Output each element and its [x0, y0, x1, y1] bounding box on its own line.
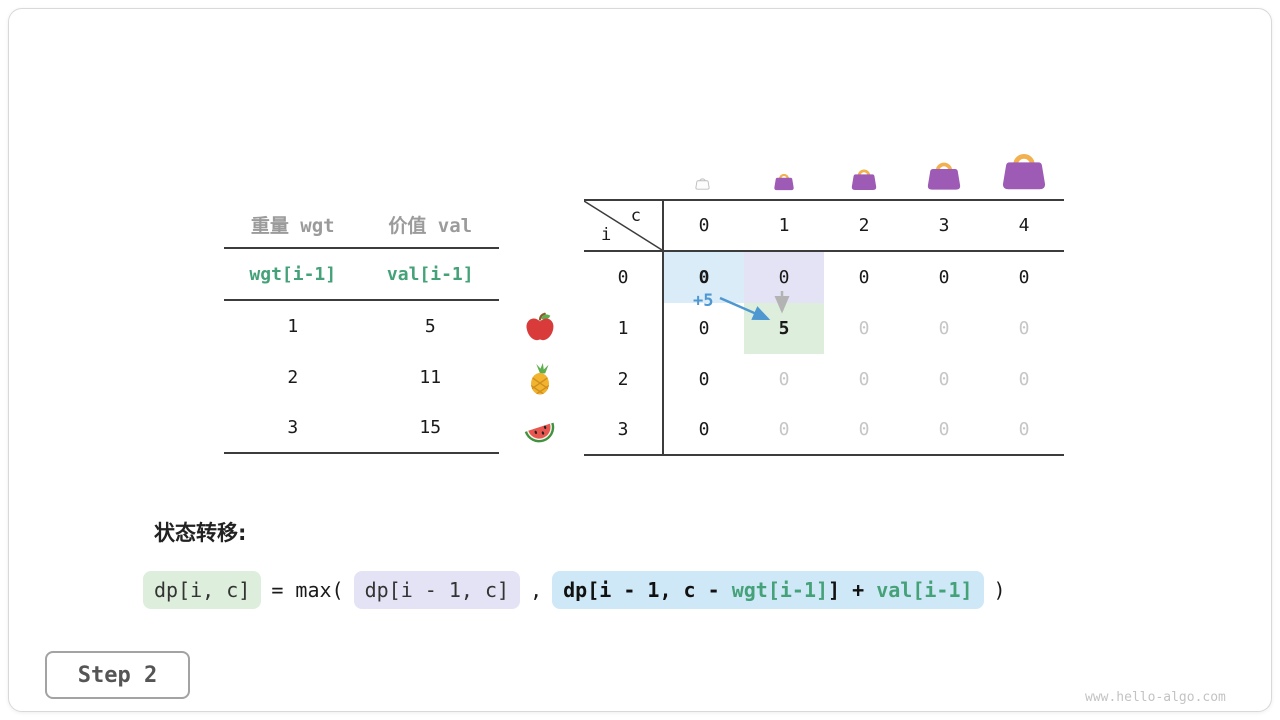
pineapple-icon: [523, 362, 557, 396]
row-header-1: 1: [584, 303, 664, 354]
formula-arg2-chip: dp[i - 1, c - wgt[i-1]] + val[i-1]: [552, 571, 984, 609]
col-header-0: 0: [664, 199, 744, 252]
val-variable-label: val[i-1]: [386, 263, 474, 285]
row-axis-label: i: [601, 225, 612, 245]
item-row-1: 1 5: [224, 301, 499, 352]
formula-lhs-chip: dp[i, c]: [143, 571, 262, 609]
dp-cell-1-2: 0: [858, 318, 870, 339]
item-row-2: 2 11: [224, 352, 499, 403]
col-header-3: 3: [904, 199, 984, 252]
item-3-weight: 3: [287, 417, 299, 438]
dp-cell-1-1: 5: [744, 303, 824, 354]
row-header-0: 0: [584, 252, 664, 303]
watermelon-icon: [523, 413, 557, 447]
bag-icon-capacity-2: [850, 166, 878, 191]
col-header-1: 1: [744, 199, 824, 252]
arg2-plus-part: ] +: [828, 578, 877, 602]
dp-cell-3-4: 0: [984, 405, 1064, 456]
dp-cell-2-2: 0: [858, 369, 870, 390]
item-row-3: 3 15: [224, 403, 499, 454]
dp-cell-0-1: 0: [744, 252, 824, 303]
step-badge: Step 2: [45, 651, 190, 699]
col-header-2: 2: [824, 199, 904, 252]
col-axis-label: c: [630, 206, 641, 226]
row-header-2: 2: [584, 354, 664, 405]
item-3-value: 15: [419, 417, 442, 438]
dp-cell-0-3: 0: [938, 267, 950, 288]
dp-cell-3-3: 0: [904, 405, 984, 456]
bag-icon-capacity-3: [925, 158, 963, 191]
formula-arg1-chip: dp[i - 1, c]: [353, 571, 521, 609]
dp-corner-cell: c i: [584, 199, 664, 252]
bag-icon-capacity-1: [773, 171, 795, 191]
dp-cell-1-4: 0: [1018, 318, 1030, 339]
dp-cell-2-1: 0: [778, 369, 790, 390]
dp-table: c i 0 1 2 3 4 0 0 0 0 0 0 1 0 5 0 0 0 2 …: [584, 199, 1064, 456]
state-transition-formula: dp[i, c] = max( dp[i - 1, c] , dp[i - 1,…: [143, 569, 1016, 611]
formula-equals-max: = max(: [271, 578, 344, 602]
plus-value-annotation: +5: [693, 291, 714, 311]
dp-cell-0-2: 0: [858, 267, 870, 288]
items-table-variable-row: wgt[i-1] val[i-1]: [224, 249, 499, 301]
dp-cell-3-1: 0: [744, 405, 824, 456]
item-2-weight: 2: [287, 367, 299, 388]
watermark: www.hello-algo.com: [1085, 690, 1226, 705]
dp-cell-1-0: 0: [698, 318, 710, 339]
dp-cell-2-0: 0: [698, 369, 710, 390]
transition-section-label: 状态转移:: [154, 521, 247, 545]
col-header-4: 4: [984, 199, 1064, 252]
diagram-card: 重量 wgt 价值 val wgt[i-1] val[i-1] 1 5 2 11…: [8, 8, 1272, 712]
formula-close-paren: ): [993, 578, 1006, 602]
value-column-header: 价值 val: [388, 214, 473, 237]
item-1-weight: 1: [287, 316, 299, 337]
diagonal-line: [584, 201, 662, 250]
weight-column-header: 重量 wgt: [250, 214, 335, 237]
item-1-value: 5: [424, 316, 436, 337]
items-table: 重量 wgt 价值 val wgt[i-1] val[i-1] 1 5 2 11…: [224, 201, 499, 454]
dp-cell-3-0: 0: [664, 405, 744, 456]
row-header-3: 3: [584, 405, 664, 456]
dp-cell-2-4: 0: [1018, 369, 1030, 390]
bag-icon-capacity-4: [999, 148, 1049, 191]
bag-icon-capacity-0: [695, 176, 710, 190]
dp-cell-1-3: 0: [938, 318, 950, 339]
dp-cell-0-4: 0: [1018, 267, 1030, 288]
dp-cell-2-3: 0: [938, 369, 950, 390]
arg2-wgt-part: wgt[i-1]: [731, 578, 829, 602]
apple-icon: [523, 311, 557, 345]
wgt-variable-label: wgt[i-1]: [249, 263, 337, 285]
dp-cell-0-0: 0: [664, 252, 744, 303]
arg2-dp-part: dp[i - 1, c -: [563, 578, 732, 602]
items-table-header-row: 重量 wgt 价值 val: [224, 201, 499, 249]
formula-comma: ,: [530, 578, 543, 602]
arg2-val-part: val[i-1]: [876, 578, 973, 602]
dp-cell-3-2: 0: [824, 405, 904, 456]
item-2-value: 11: [419, 367, 442, 388]
